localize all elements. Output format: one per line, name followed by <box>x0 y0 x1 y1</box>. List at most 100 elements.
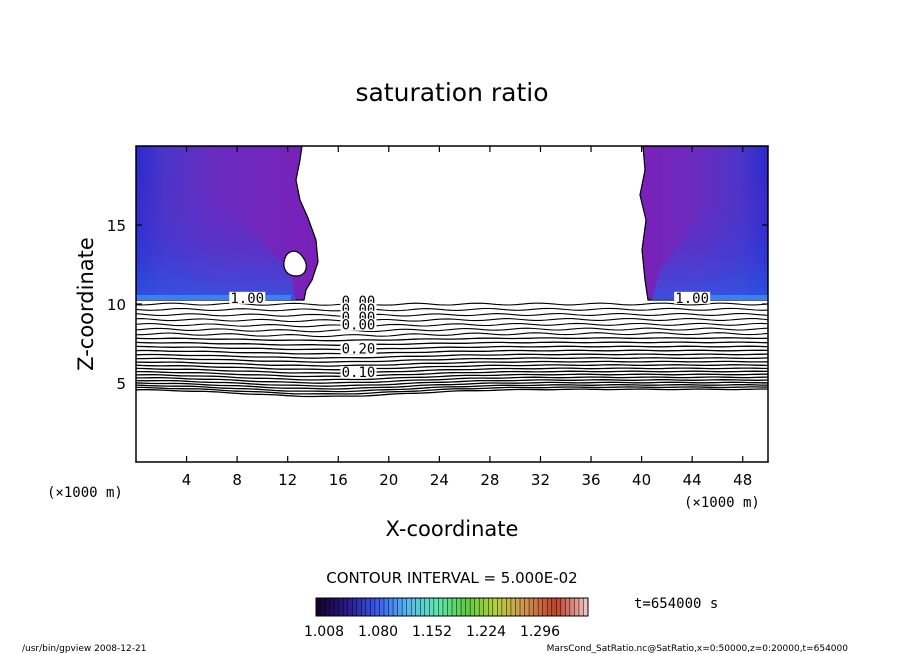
contour-label-bg <box>340 366 377 379</box>
colorbar-cell <box>515 598 521 616</box>
colorbar-cell <box>438 598 444 616</box>
colorbar-cell <box>560 598 566 616</box>
colorbar-cell <box>456 598 462 616</box>
colorbar-cell <box>361 598 367 616</box>
colorbar-cell <box>569 598 575 616</box>
contour-line <box>136 360 768 367</box>
contour-line <box>136 373 768 381</box>
saturated-region-group <box>136 146 768 301</box>
contour-interval-label: CONTOUR INTERVAL = 5.000E-02 <box>326 569 577 587</box>
saturated-region-right-shade <box>652 160 768 300</box>
x-tick-label: 4 <box>182 471 192 489</box>
colorbar-cell <box>384 598 390 616</box>
colorbar-cell <box>429 598 435 616</box>
colorbar-cell <box>420 598 426 616</box>
colorbar-cell <box>479 598 485 616</box>
contour-line <box>136 370 768 378</box>
saturated-edge-left <box>136 295 291 300</box>
x-tick-label: 16 <box>329 471 348 489</box>
contour-line <box>136 327 768 333</box>
contour-label: 0.10 <box>342 365 376 381</box>
colorbar-cell <box>510 598 516 616</box>
colorbar-cell <box>442 598 448 616</box>
colorbar-cell <box>551 598 557 616</box>
colorbar-tick-label: 1.008 <box>304 624 344 640</box>
time-label: t=654000 s <box>634 596 718 612</box>
footer-right: MarsCond_SatRatio.nc@SatRatio,x=0:50000,… <box>547 644 849 654</box>
contour-line <box>136 307 768 312</box>
colorbar-cell <box>578 598 584 616</box>
colorbar-cell <box>370 598 376 616</box>
colorbar-cell <box>447 598 453 616</box>
contour-line <box>136 337 768 342</box>
colorbar-cell <box>406 598 412 616</box>
colorbar-frame <box>315 597 589 617</box>
colorbar-cell <box>320 598 326 616</box>
contour-line <box>136 312 768 317</box>
contour-line <box>136 381 768 390</box>
y-axis-title: Z-coordinate <box>74 237 98 371</box>
saturated-edge-right <box>700 295 768 300</box>
colorbar-cell <box>492 598 498 616</box>
contour-lines <box>136 302 768 398</box>
x-tick-label: 36 <box>581 471 600 489</box>
contour-label-bg <box>340 342 377 355</box>
contour-line <box>136 322 768 328</box>
colorbar-cell <box>547 598 553 616</box>
x-tick-label: 20 <box>379 471 398 489</box>
x-tick-label: 24 <box>430 471 449 489</box>
x-axis-title: X-coordinate <box>386 517 519 541</box>
colorbar-cell <box>352 598 358 616</box>
colorbar-cell <box>325 598 331 616</box>
contour-line <box>136 345 768 351</box>
colorbar-cell <box>501 598 507 616</box>
x-tick-label: 32 <box>531 471 550 489</box>
colorbar-cell <box>470 598 476 616</box>
x-unit-right: (×1000 m) <box>684 495 760 511</box>
contour-label-bg <box>340 318 377 331</box>
colorbar-cell <box>365 598 371 616</box>
x-tick-label: 12 <box>278 471 297 489</box>
colorbar-cell <box>379 598 385 616</box>
colorbar-cell <box>415 598 421 616</box>
colorbar-cell <box>424 598 430 616</box>
footer-left: /usr/bin/gpview 2008-12-21 <box>22 644 146 654</box>
colorbar-cell <box>433 598 439 616</box>
x-tick-label: 8 <box>232 471 242 489</box>
colorbar-cell <box>542 598 548 616</box>
y-axis: 5 10 15 <box>107 217 768 393</box>
saturated-region-left-shade <box>136 160 296 300</box>
contour-line <box>136 379 768 387</box>
contour-line <box>136 357 768 363</box>
colorbar <box>315 597 589 617</box>
colorbar-cell <box>397 598 403 616</box>
contour-label: 1.00 <box>230 291 264 307</box>
colorbar-cell <box>356 598 362 616</box>
colorbar-cell <box>374 598 380 616</box>
colorbar-cell <box>347 598 353 616</box>
colorbar-cell <box>329 598 335 616</box>
contour-line <box>136 341 768 346</box>
x-tick-label: 48 <box>733 471 752 489</box>
colorbar-cell <box>538 598 544 616</box>
y-tick-label: 10 <box>107 296 126 314</box>
dry-pocket <box>283 250 307 277</box>
colorbar-tick-label: 1.224 <box>466 624 506 640</box>
x-unit-left: (×1000 m) <box>47 485 123 501</box>
colorbar-cell <box>524 598 530 616</box>
contour-line <box>136 317 768 323</box>
colorbar-cell <box>411 598 417 616</box>
colorbar-cell <box>488 598 494 616</box>
y-tick-label: 5 <box>116 375 126 393</box>
colorbar-cell <box>574 598 580 616</box>
contour-label-bg <box>674 291 711 304</box>
colorbar-cell <box>483 598 489 616</box>
colorbar-cell <box>334 598 340 616</box>
colorbar-cell <box>461 598 467 616</box>
contour-label: 1.00 <box>675 291 709 307</box>
contour-line <box>136 332 768 338</box>
contour-line <box>136 376 768 384</box>
colorbar-tick-label: 1.296 <box>520 624 560 640</box>
colorbar-tick-label: 1.080 <box>358 624 398 640</box>
colorbar-cell <box>520 598 526 616</box>
